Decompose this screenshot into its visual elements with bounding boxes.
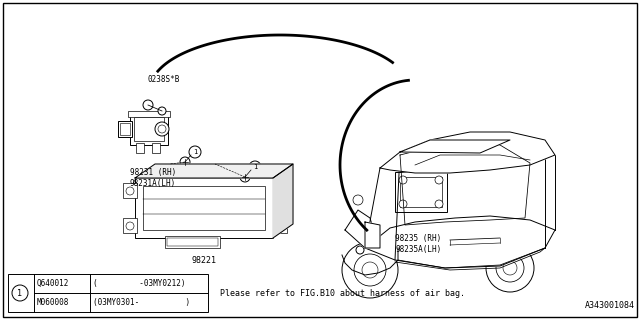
- Bar: [135, 178, 273, 238]
- Text: 0238S*B: 0238S*B: [148, 75, 180, 84]
- Text: 1: 1: [17, 289, 22, 298]
- Circle shape: [496, 254, 524, 282]
- Circle shape: [155, 122, 169, 136]
- Bar: [8, 274, 208, 312]
- Bar: [400, 177, 442, 207]
- Circle shape: [126, 187, 134, 195]
- Text: 0238S*A: 0238S*A: [479, 161, 511, 170]
- Bar: [134, 117, 164, 141]
- Circle shape: [143, 100, 153, 110]
- Circle shape: [399, 200, 407, 208]
- Bar: [143, 186, 265, 230]
- Text: M060008: M060008: [37, 298, 69, 307]
- Bar: [120, 123, 130, 135]
- Bar: [165, 236, 220, 248]
- Text: Please refer to FIG.B10 about harness of air bag.: Please refer to FIG.B10 about harness of…: [220, 289, 465, 298]
- Text: 98231 (RH)
98231A(LH): 98231 (RH) 98231A(LH): [130, 168, 176, 188]
- Text: (         -03MY0212): ( -03MY0212): [93, 279, 186, 288]
- Bar: [118, 121, 132, 137]
- Bar: [395, 172, 447, 212]
- Circle shape: [435, 176, 443, 184]
- Text: 98235 (RH)
98235A(LH): 98235 (RH) 98235A(LH): [395, 234, 441, 254]
- Circle shape: [249, 161, 261, 173]
- Polygon shape: [365, 216, 555, 268]
- Circle shape: [189, 146, 201, 158]
- Circle shape: [180, 157, 190, 167]
- Bar: [136, 143, 144, 153]
- Circle shape: [276, 222, 284, 230]
- Circle shape: [126, 222, 134, 230]
- Polygon shape: [135, 164, 293, 178]
- Bar: [273, 183, 287, 198]
- Circle shape: [503, 261, 517, 275]
- Text: (03MY0301-          ): (03MY0301- ): [93, 298, 190, 307]
- Circle shape: [158, 107, 166, 115]
- Bar: [128, 111, 170, 117]
- Circle shape: [342, 242, 398, 298]
- Circle shape: [240, 172, 250, 182]
- Text: 1: 1: [193, 149, 197, 155]
- Bar: [152, 143, 160, 153]
- Text: 1: 1: [253, 164, 257, 170]
- Circle shape: [356, 246, 364, 254]
- Circle shape: [362, 262, 378, 278]
- Circle shape: [12, 285, 28, 301]
- Circle shape: [353, 195, 363, 205]
- Circle shape: [399, 176, 407, 184]
- Polygon shape: [345, 210, 375, 248]
- Text: A343001084: A343001084: [585, 301, 635, 310]
- Circle shape: [276, 187, 284, 195]
- Polygon shape: [365, 222, 380, 248]
- Circle shape: [158, 125, 166, 133]
- Text: 98221: 98221: [191, 256, 216, 265]
- Polygon shape: [273, 164, 293, 238]
- Bar: [167, 238, 218, 246]
- Circle shape: [486, 244, 534, 292]
- Text: Q640012: Q640012: [37, 279, 69, 288]
- Circle shape: [416, 160, 426, 170]
- Circle shape: [435, 200, 443, 208]
- Polygon shape: [380, 132, 555, 173]
- Bar: [123, 218, 137, 233]
- Bar: [123, 183, 137, 198]
- Polygon shape: [400, 140, 510, 153]
- Bar: [273, 218, 287, 233]
- Circle shape: [354, 254, 386, 286]
- Bar: [130, 113, 168, 145]
